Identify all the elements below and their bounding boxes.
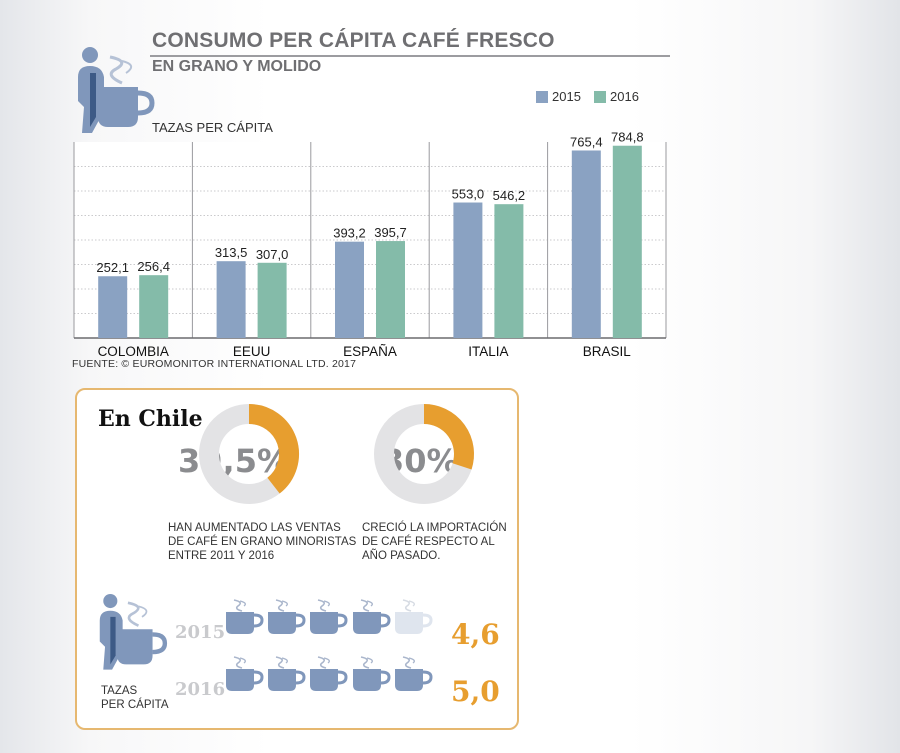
data-label: 252,1 [96,260,129,275]
coffee-cup-icon-partial [393,598,433,636]
coffee-cup-icon [266,655,306,693]
donut-segment [248,404,299,494]
data-label: 553,0 [452,187,485,202]
bar-2015-brasil [571,150,601,338]
data-label: 307,0 [256,247,289,262]
x-tick-label: ESPAÑA [343,344,397,359]
legend-item-2016: 2016 [594,89,639,104]
donut-caption-ventas: HAN AUMENTADO LAS VENTAS DE CAFÉ EN GRAN… [168,522,357,562]
bar-2016-brasil [612,145,642,338]
bar-2015-colombia [98,276,128,338]
legend-swatch-2016 [594,90,606,103]
donut-charts [199,404,474,504]
y-axis-label: TAZAS PER CÁPITA [152,120,273,135]
source-note: FUENTE: © EUROMONITOR INTERNATIONAL LTD.… [72,358,357,370]
coffee-cup-icon [308,598,348,636]
cups-caption: TAZAS PER CÁPITA [101,685,169,711]
bar-2015-italia [453,202,483,338]
coffee-cup-icon [393,655,433,693]
x-tick-label: BRASIL [583,344,632,359]
year-label-2016: 2016 [175,679,226,700]
cup-rows [224,598,433,693]
cups-value-2016: 5,0 [451,675,500,708]
coffee-cup-icon [351,655,391,693]
chile-title: En Chile [98,406,203,432]
coffee-cup-icon [224,598,264,636]
bar-2016-eeuu [257,262,287,338]
title-divider [150,55,670,57]
x-tick-label: COLOMBIA [98,344,169,359]
person-with-cup-icon-small [100,594,165,670]
coffee-cup-icon [266,598,306,636]
data-label: 256,4 [137,259,170,274]
coffee-cup-icon [351,598,391,636]
x-tick-label: EEUU [233,344,271,359]
legend-label-2016: 2016 [610,89,639,104]
coffee-cup-icon [308,655,348,693]
data-label: 546,2 [493,188,526,203]
bar-2016-colombia [139,275,169,338]
year-label-2015: 2015 [175,622,226,643]
x-tick-label: ITALIA [468,344,508,359]
data-label: 395,7 [374,225,407,240]
data-label: 784,8 [611,130,644,145]
legend-item-2015: 2015 [536,89,581,104]
cups-value-2015: 4,6 [451,618,500,651]
bar-2016-españa [376,241,405,338]
donut-caption-importacion: CRECIÓ LA IMPORTACIÓN DE CAFÉ RESPECTO A… [362,522,507,562]
donut-value-ventas: 39,5% [178,442,290,480]
bar-2015-españa [335,241,364,338]
legend-swatch-2015 [536,90,548,103]
data-label: 765,4 [570,134,603,149]
person-with-cup-icon [78,47,152,133]
data-label: 313,5 [215,245,248,260]
legend-label-2015: 2015 [552,89,581,104]
chart-subtitle: EN GRANO Y MOLIDO [152,58,322,75]
bar-chart: 252,1 256,4 COLOMBIA 313,5 307,0 EEUU 393,2 395… [73,130,667,359]
bar-2015-eeuu [216,261,246,338]
chart-title: CONSUMO PER CÁPITA CAFÉ FRESCO [152,29,555,52]
bar-2016-italia [494,204,524,338]
donut-segment [423,404,474,470]
data-label: 393,2 [333,226,366,241]
coffee-cup-icon [224,655,264,693]
